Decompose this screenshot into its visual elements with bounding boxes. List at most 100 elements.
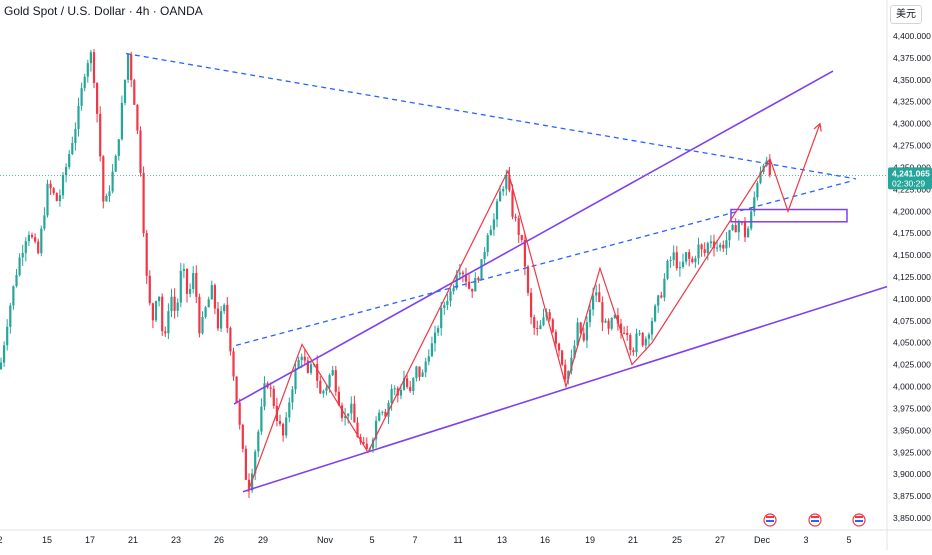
candle-body — [526, 266, 530, 293]
projection-path[interactable] — [769, 123, 821, 214]
price-tick-label: 4,375.000 — [893, 53, 931, 63]
candle-body — [133, 80, 136, 105]
candle-body — [179, 270, 182, 303]
channel-trendline[interactable] — [233, 70, 834, 405]
candle-body — [626, 332, 629, 335]
candle-body — [198, 296, 201, 334]
candle-body — [663, 278, 666, 298]
candle-body — [37, 241, 40, 254]
time-tick-label: 11 — [453, 535, 462, 545]
candle-body — [120, 102, 123, 140]
candle-body — [18, 257, 21, 275]
candle-body — [688, 252, 691, 259]
candle-body — [204, 307, 207, 317]
chart-title: Gold Spot / U.S. Dollar · 4h · OANDA — [4, 4, 203, 18]
candle-body — [471, 288, 474, 292]
candle-body — [483, 252, 486, 260]
candle-body — [130, 54, 133, 81]
price-tick-label: 4,300.000 — [893, 119, 931, 129]
candle-body — [604, 320, 607, 323]
price-tick-label: 4,350.000 — [893, 75, 931, 85]
candle-body — [678, 267, 681, 269]
candle-body — [347, 413, 350, 417]
time-tick-label: 19 — [585, 535, 595, 545]
channel-trendline[interactable] — [242, 285, 888, 493]
candle-body — [551, 319, 554, 332]
candle-body — [703, 249, 706, 253]
candle-body — [384, 411, 387, 417]
candle-body — [6, 326, 9, 346]
price-tick-label: 4,025.000 — [893, 360, 931, 370]
candle-body — [235, 376, 238, 403]
current-price-tag — [888, 167, 932, 190]
candle-body — [92, 52, 96, 83]
time-tick-label: 15 — [42, 535, 52, 545]
price-tick-label: 4,325.000 — [893, 97, 931, 107]
candle-body — [421, 372, 424, 377]
time-tick-label: 17 — [85, 535, 95, 545]
candle-body — [619, 323, 623, 333]
zigzag-path[interactable] — [247, 158, 771, 492]
candle-body — [418, 366, 421, 377]
candle-body — [641, 333, 644, 346]
candle-body — [511, 190, 514, 217]
candle-body — [164, 331, 167, 334]
candle-body — [139, 130, 142, 173]
candle-body — [691, 258, 694, 263]
dashed-trendline[interactable] — [235, 179, 854, 346]
time-tick-label: 21 — [628, 535, 638, 545]
candle-body — [192, 273, 195, 290]
support-zone-box[interactable] — [730, 208, 848, 223]
candle-body — [694, 258, 697, 263]
candle-body — [117, 139, 120, 156]
candle-body — [412, 378, 415, 391]
candle-body — [427, 356, 430, 362]
candle-body — [340, 405, 344, 418]
candle-body — [424, 361, 427, 373]
candle-body — [114, 155, 117, 172]
candle-body — [716, 247, 719, 249]
candle-body — [65, 167, 68, 176]
candle-body — [440, 307, 443, 329]
candle-body — [74, 129, 77, 144]
candle-body — [406, 378, 409, 387]
dashed-trendline[interactable] — [125, 52, 857, 180]
candle-body — [232, 351, 235, 377]
candle-body — [356, 422, 359, 438]
event-flag-stripe — [766, 520, 774, 522]
candle-body — [443, 304, 446, 308]
candle-body — [539, 325, 542, 329]
candle-body — [226, 304, 229, 328]
time-tick-label: 13 — [497, 535, 507, 545]
time-tick-label: Dec — [754, 535, 771, 545]
candle-body — [579, 322, 582, 334]
candle-body — [685, 252, 688, 262]
candle-body — [306, 360, 309, 373]
candle-body — [55, 193, 58, 202]
candle-body — [675, 252, 678, 269]
time-tick-label: 23 — [171, 535, 181, 545]
candle-body — [0, 362, 3, 370]
candle-body — [176, 302, 179, 311]
currency-button[interactable]: 美元 — [890, 5, 922, 24]
candle-body — [170, 296, 173, 312]
candle-body — [517, 218, 520, 235]
candle-body — [530, 292, 533, 318]
candle-body — [650, 321, 654, 335]
candle-body — [588, 309, 592, 323]
candle-body — [452, 288, 455, 292]
candle-body — [672, 252, 675, 260]
event-flag-stripe — [766, 516, 774, 518]
time-tick-label: 26 — [214, 535, 224, 545]
event-flag-stripe — [811, 520, 819, 522]
candle-body — [182, 268, 185, 271]
candle-body — [495, 201, 499, 220]
candle-body — [638, 333, 641, 335]
candle-body — [173, 296, 176, 311]
candle-body — [492, 219, 495, 230]
candle-body — [350, 403, 353, 414]
candle-body — [508, 174, 511, 191]
candle-body — [111, 171, 114, 192]
